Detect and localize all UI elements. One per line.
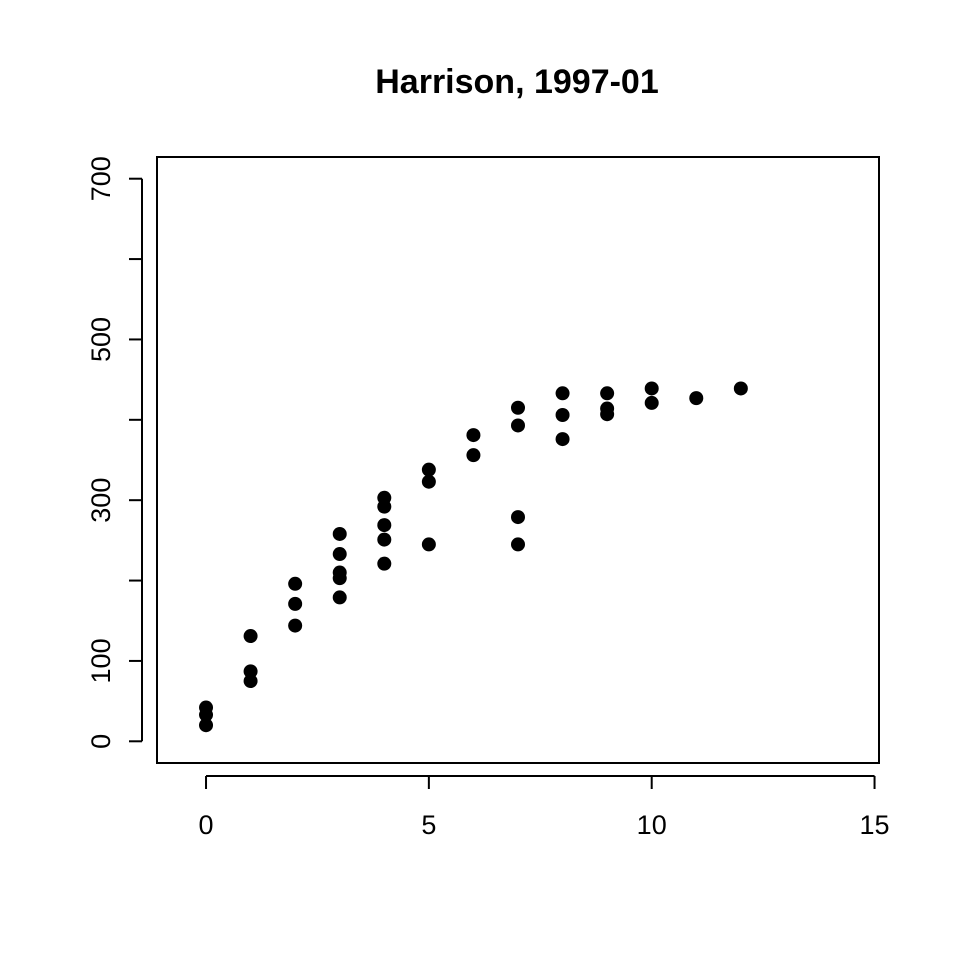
- y-tick-label: 300: [86, 478, 116, 523]
- data-point: [511, 537, 525, 552]
- data-point: [466, 448, 481, 463]
- data-point: [555, 386, 570, 401]
- data-point: [644, 395, 659, 410]
- data-points: [199, 381, 748, 733]
- x-tick-label: 10: [637, 810, 667, 840]
- data-point: [511, 418, 525, 433]
- x-tick-label: 0: [199, 810, 214, 840]
- data-point: [288, 576, 303, 591]
- x-axis: 0 5 10 15: [199, 775, 890, 840]
- data-point: [644, 381, 659, 396]
- y-tick-label: 500: [86, 317, 116, 362]
- x-tick-label: 5: [421, 810, 436, 840]
- chart-title: Harrison, 1997-01: [375, 63, 659, 101]
- data-point: [332, 590, 347, 605]
- plot-frame: [156, 156, 880, 764]
- data-point: [421, 537, 436, 552]
- data-point: [421, 474, 436, 489]
- data-point: [689, 391, 704, 406]
- data-point: [733, 381, 748, 396]
- data-point: [421, 462, 436, 477]
- data-point: [332, 526, 347, 541]
- data-point: [243, 664, 258, 679]
- data-point: [377, 499, 392, 514]
- x-tick-label: 15: [860, 810, 890, 840]
- data-point: [377, 518, 392, 533]
- data-point: [332, 571, 347, 586]
- data-point: [600, 386, 615, 401]
- data-point: [199, 707, 214, 722]
- data-point: [555, 407, 570, 422]
- data-point: [377, 532, 392, 547]
- data-point: [243, 674, 258, 689]
- y-tick-label: 700: [86, 156, 116, 201]
- data-point: [466, 428, 481, 443]
- data-point: [332, 547, 347, 562]
- data-point: [288, 596, 303, 611]
- data-point: [600, 407, 615, 422]
- data-point: [377, 556, 392, 571]
- data-point: [511, 400, 525, 415]
- data-point: [243, 629, 258, 644]
- y-tick-label: 100: [86, 638, 116, 683]
- data-point: [288, 618, 303, 633]
- y-axis: 0 100 300 500 700: [86, 156, 143, 749]
- data-point: [199, 718, 214, 733]
- data-point: [555, 432, 570, 447]
- data-point: [511, 510, 525, 525]
- y-tick-label: 0: [86, 734, 116, 749]
